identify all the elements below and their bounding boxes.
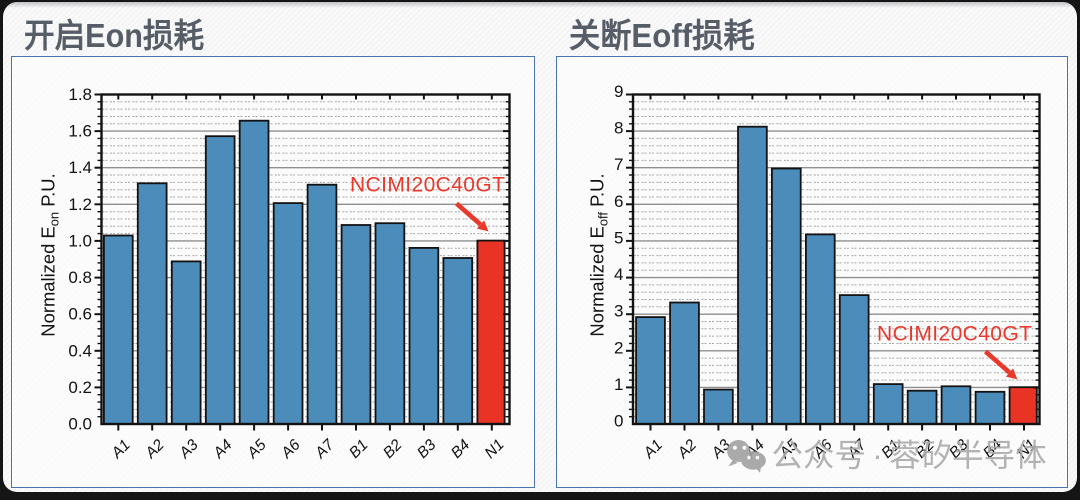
- svg-text:1.6: 1.6: [68, 122, 92, 141]
- svg-text:0.0: 0.0: [68, 415, 92, 434]
- svg-text:A1: A1: [108, 436, 134, 462]
- svg-text:0: 0: [614, 412, 623, 431]
- svg-text:9: 9: [614, 82, 623, 101]
- svg-text:0.6: 0.6: [68, 305, 92, 324]
- svg-text:4: 4: [614, 265, 623, 284]
- svg-text:A2: A2: [674, 436, 700, 462]
- svg-text:3: 3: [614, 302, 623, 321]
- svg-text:A7: A7: [311, 435, 338, 462]
- svg-text:公众号 · 蓉矽半导体: 公众号 · 蓉矽半导体: [772, 437, 1047, 473]
- svg-text:Normalized Eon P.U.: Normalized Eon P.U.: [38, 173, 62, 336]
- svg-text:1.4: 1.4: [68, 158, 92, 177]
- svg-text:B2: B2: [380, 436, 406, 462]
- svg-text:A3: A3: [176, 436, 202, 462]
- svg-text:NCIMI20C40GT: NCIMI20C40GT: [877, 323, 1032, 346]
- svg-text:A5: A5: [243, 436, 269, 462]
- svg-text:B3: B3: [414, 436, 440, 462]
- svg-text:1: 1: [614, 375, 623, 394]
- svg-text:A1: A1: [640, 436, 666, 462]
- svg-text:A4: A4: [210, 436, 236, 462]
- svg-text:1.0: 1.0: [68, 231, 92, 250]
- svg-text:Normalized Eoff P.U.: Normalized Eoff P.U.: [587, 173, 611, 336]
- svg-text:NCIMI20C40GT: NCIMI20C40GT: [350, 174, 505, 197]
- svg-text:1.2: 1.2: [68, 195, 92, 214]
- svg-text:2: 2: [614, 338, 623, 357]
- svg-text:A2: A2: [142, 436, 168, 462]
- svg-text:0.4: 0.4: [68, 341, 92, 360]
- svg-text:8: 8: [614, 119, 623, 138]
- svg-text:0.8: 0.8: [68, 268, 92, 287]
- svg-text:N1: N1: [482, 436, 508, 462]
- svg-text:B1: B1: [346, 436, 371, 461]
- svg-text:A6: A6: [277, 436, 303, 462]
- svg-text:B4: B4: [448, 436, 474, 462]
- svg-text:1.8: 1.8: [68, 85, 92, 104]
- svg-text:6: 6: [614, 192, 623, 211]
- svg-text:5: 5: [614, 228, 623, 247]
- svg-text:7: 7: [614, 155, 623, 174]
- svg-text:0.2: 0.2: [68, 378, 92, 397]
